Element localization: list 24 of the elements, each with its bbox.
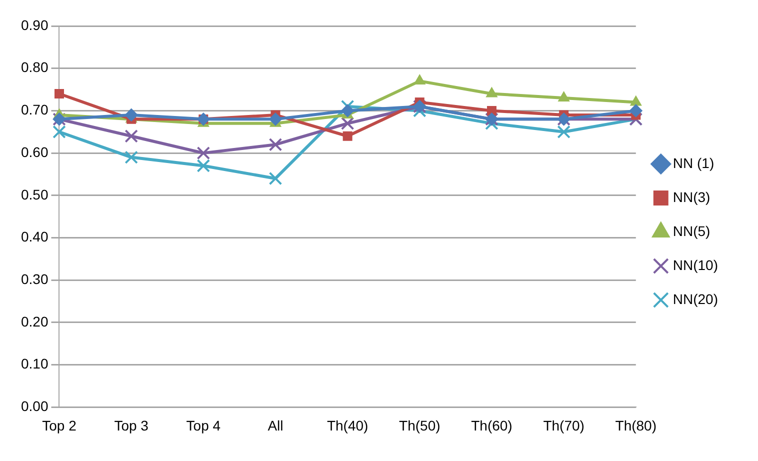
legend-label: NN(5) — [672, 222, 710, 239]
y-tick-label: 0.40 — [21, 228, 48, 245]
y-tick-label: 0.50 — [21, 186, 48, 202]
y-tick-label: 0.70 — [21, 102, 48, 118]
x-tick-label: Top 2 — [42, 417, 77, 434]
x-tick-label: Th(60) — [471, 417, 512, 434]
y-tick-label: 0.10 — [21, 356, 48, 372]
y-tick-label: 0.30 — [21, 270, 48, 287]
x-tick-label: All — [268, 417, 284, 434]
x-tick-label: Top 3 — [114, 417, 149, 434]
x-tick-label: Th(50) — [399, 417, 440, 434]
y-tick-label: 0.80 — [21, 59, 48, 76]
legend-label: NN(10) — [672, 256, 718, 273]
legend-label: NN (1) — [672, 154, 714, 171]
x-tick-label: Th(40) — [326, 417, 368, 434]
x-tick-label: Th(80) — [615, 417, 656, 434]
y-tick-label: 0.90 — [21, 16, 48, 33]
legend-label: NN(20) — [672, 290, 718, 307]
legend-label: NN(3) — [672, 188, 710, 205]
x-tick-label: Top 4 — [186, 417, 221, 434]
y-tick-label: 0.60 — [21, 144, 48, 160]
y-tick-label: 0.20 — [21, 313, 48, 330]
y-tick-label: 0.00 — [21, 398, 48, 414]
x-tick-label: Th(70) — [543, 417, 584, 434]
